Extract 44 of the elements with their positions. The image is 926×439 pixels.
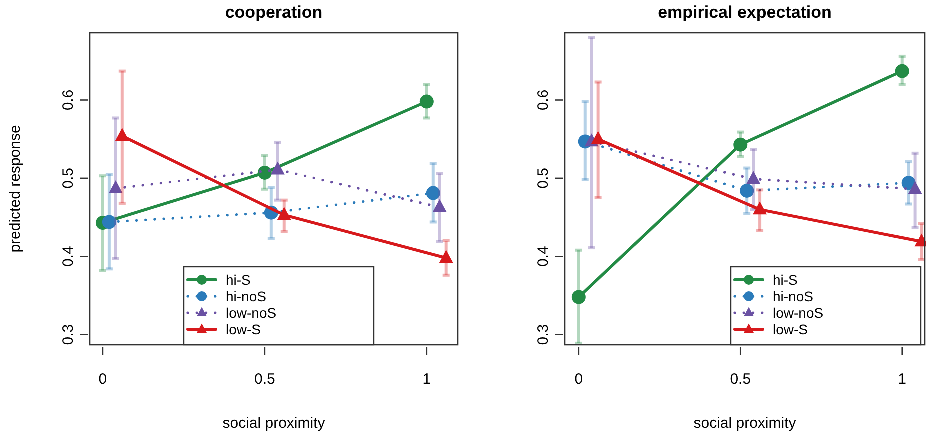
x-axis-title: social proximity	[222, 415, 326, 432]
y-tick-label: 0.5	[535, 168, 552, 189]
y-tick-label: 0.3	[60, 324, 77, 346]
x-tick-label: 0	[574, 371, 584, 388]
x-axis-title: social proximity	[694, 415, 797, 432]
point	[591, 131, 606, 144]
legend-label: low-noS	[226, 305, 277, 321]
point	[115, 128, 130, 142]
legend-label: hi-S	[773, 272, 798, 288]
point	[439, 250, 454, 264]
y-tick-label: 0.5	[60, 168, 77, 189]
point	[432, 199, 447, 212]
legend-label: hi-noS	[226, 288, 266, 304]
y-tick-label: 0.4	[60, 246, 77, 268]
point	[426, 186, 440, 200]
point	[102, 215, 116, 230]
y-tick-label: 0.3	[535, 324, 552, 346]
x-tick-label: 0	[98, 371, 108, 388]
chart-title: empirical expectation	[658, 3, 832, 22]
y-tick-label: 0.6	[60, 90, 77, 111]
legend-label: low-S	[226, 322, 262, 338]
point	[258, 166, 272, 180]
legend-label: hi-S	[226, 272, 251, 288]
point	[277, 207, 292, 220]
point	[740, 184, 754, 198]
y-axis-title: predicted response	[7, 125, 24, 253]
chart-title: cooperation	[225, 3, 323, 22]
point	[746, 171, 761, 184]
point	[108, 180, 123, 194]
legend-label: low-S	[773, 322, 808, 338]
x-tick-label: 1	[898, 371, 907, 388]
legend-label: low-noS	[773, 305, 824, 321]
legend-label: hi-noS	[773, 288, 814, 304]
point	[420, 94, 434, 109]
x-tick-label: 1	[422, 371, 432, 388]
point	[734, 138, 748, 152]
x-tick-label: 0.5	[254, 371, 276, 388]
x-tick-label: 0.5	[730, 371, 752, 388]
y-tick-label: 0.4	[535, 246, 552, 268]
y-tick-label: 0.6	[535, 90, 552, 111]
point	[270, 162, 285, 175]
point	[908, 181, 922, 194]
point	[753, 202, 768, 215]
point	[895, 64, 910, 78]
